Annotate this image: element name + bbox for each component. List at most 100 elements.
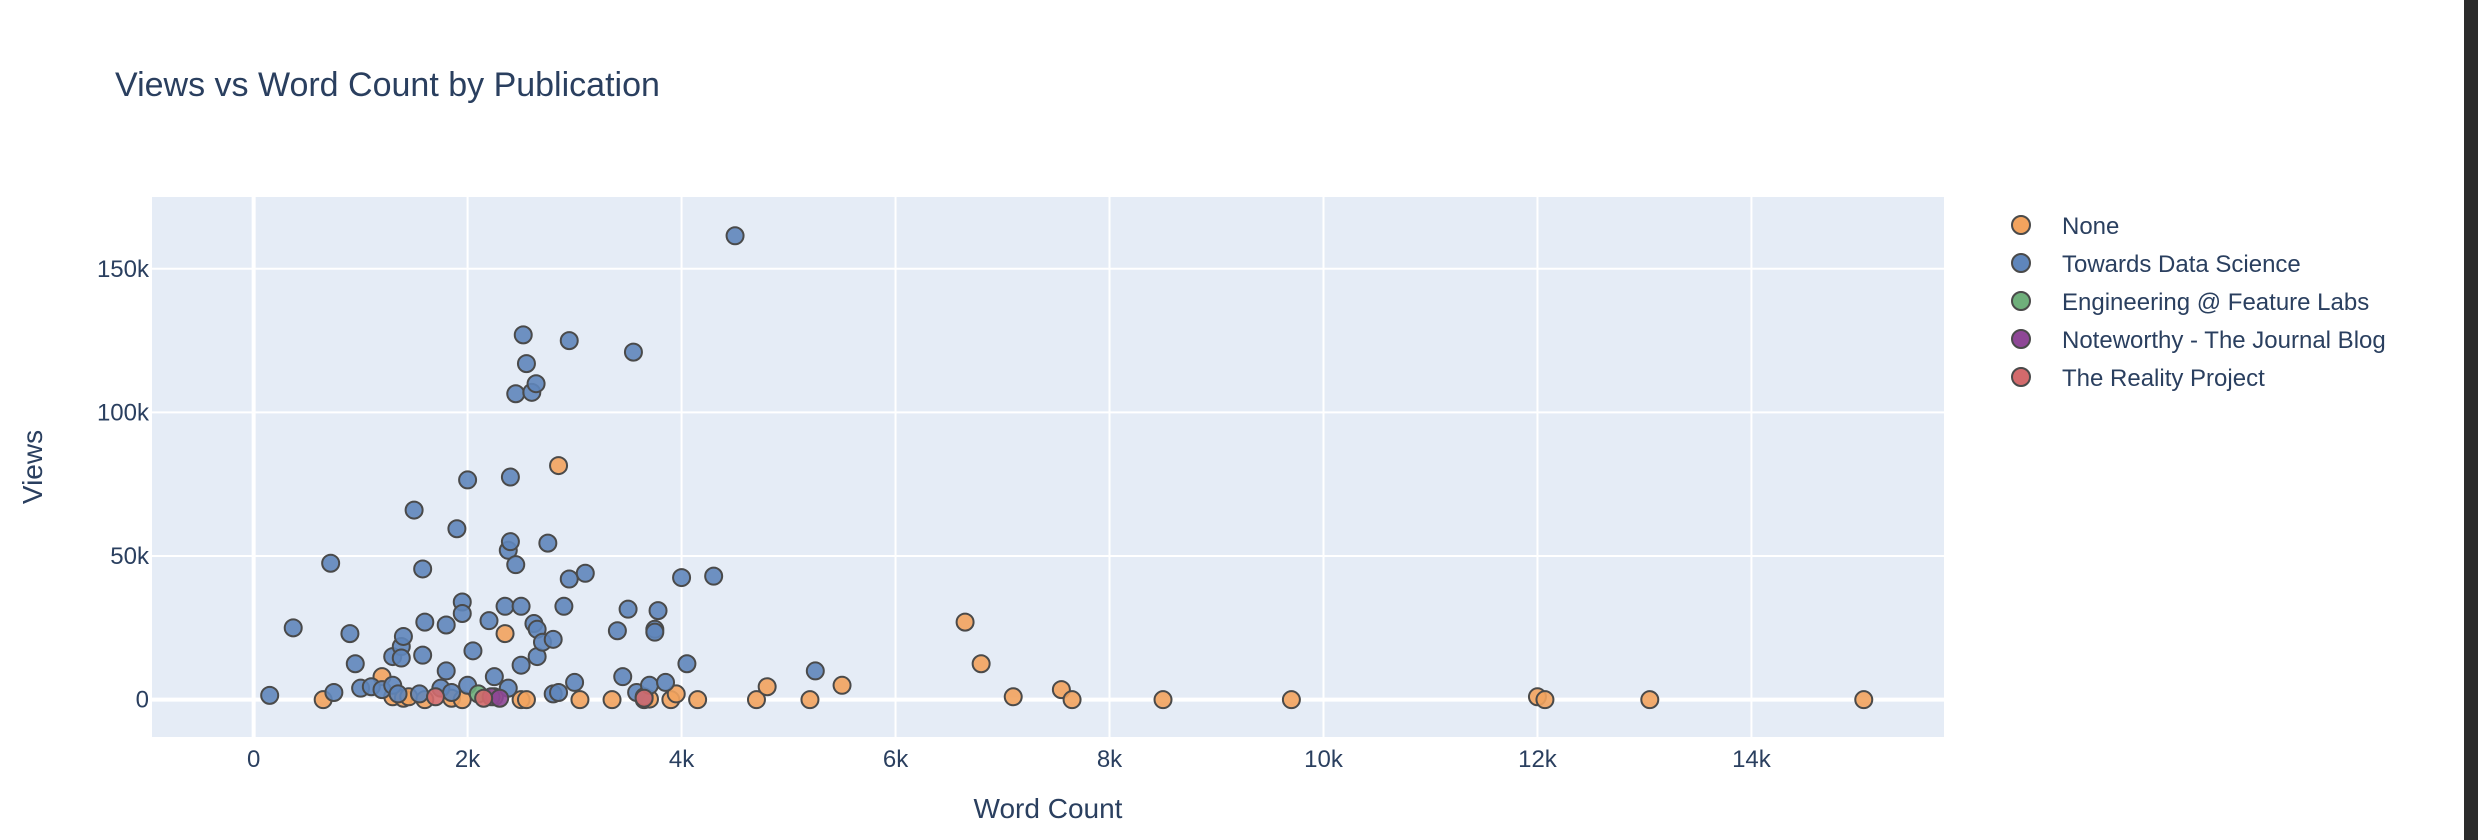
data-point: [388, 684, 408, 704]
data-point: [345, 654, 365, 674]
data-point: [538, 533, 558, 553]
data-point: [645, 622, 665, 642]
data-point: [554, 596, 574, 616]
data-point: [688, 690, 708, 710]
data-point: [971, 654, 991, 674]
data-point: [526, 374, 546, 394]
legend-item[interactable]: Towards Data Science: [2011, 251, 2301, 278]
data-point: [409, 684, 429, 704]
data-point: [340, 624, 360, 644]
data-point: [570, 690, 590, 710]
x-tick-labels: 0 2k 4k 6k 8k 10k 12k 14k: [247, 746, 1772, 773]
legend-item[interactable]: Engineering @ Feature Labs: [2011, 289, 2369, 316]
data-point: [543, 629, 563, 649]
data-point: [442, 682, 462, 702]
window-edge: [2464, 0, 2478, 840]
data-point: [452, 603, 472, 623]
data-point: [757, 677, 777, 697]
data-point: [800, 690, 820, 710]
legend-marker: [2011, 253, 2031, 273]
x-tick-label: 14k: [1732, 746, 1772, 773]
data-point: [484, 667, 504, 687]
y-tick-label: 150k: [97, 256, 150, 283]
data-point: [725, 226, 745, 246]
legend-item[interactable]: The Reality Project: [2011, 365, 2265, 392]
legend-label: The Reality Project: [2062, 365, 2265, 392]
x-tick-label: 8k: [1097, 746, 1123, 773]
chart-title: Views vs Word Count by Publication: [115, 66, 660, 104]
data-point: [426, 687, 446, 707]
y-tick-label: 0: [136, 687, 149, 714]
data-point: [1062, 690, 1082, 710]
data-point: [623, 342, 643, 362]
legend-label: Noteworthy - The Journal Blog: [2062, 327, 2386, 354]
data-point: [677, 654, 697, 674]
legend-marker: [2011, 329, 2031, 349]
legend-label: Engineering @ Feature Labs: [2062, 289, 2369, 316]
data-point: [559, 569, 579, 589]
data-point: [436, 661, 456, 681]
y-axis-label: Views: [17, 430, 48, 504]
legend-label: None: [2062, 213, 2119, 240]
data-point: [672, 568, 692, 588]
legend[interactable]: None Towards Data Science Engineering @ Fe…: [2011, 213, 2386, 392]
legend-item[interactable]: None: [2011, 213, 2119, 240]
data-point: [324, 682, 344, 702]
data-point: [704, 566, 724, 586]
data-point: [393, 626, 413, 646]
data-point: [559, 331, 579, 351]
data-point: [516, 354, 536, 374]
data-point: [613, 667, 633, 687]
legend-label: Towards Data Science: [2062, 251, 2301, 278]
data-point: [495, 624, 515, 644]
series-the-reality-project: [426, 687, 654, 708]
y-tick-labels: 0 50k 100k 150k: [97, 256, 150, 714]
data-point: [391, 648, 411, 668]
x-tick-label: 4k: [669, 746, 695, 773]
data-point: [602, 690, 622, 710]
data-point: [1003, 687, 1023, 707]
legend-item[interactable]: Noteworthy - The Journal Blog: [2011, 327, 2386, 354]
data-point: [1640, 690, 1660, 710]
data-point: [436, 615, 456, 635]
x-tick-label: 12k: [1518, 746, 1558, 773]
data-point: [413, 645, 433, 665]
data-point: [479, 611, 499, 631]
data-point: [413, 559, 433, 579]
data-point: [474, 688, 494, 708]
data-point: [500, 532, 520, 552]
data-point: [260, 685, 280, 705]
data-point: [495, 596, 515, 616]
x-tick-label: 6k: [883, 746, 909, 773]
data-point: [500, 467, 520, 487]
x-axis-label: Word Count: [974, 793, 1123, 824]
plot-area: [152, 197, 1944, 737]
data-point: [1281, 690, 1301, 710]
data-point: [648, 601, 668, 621]
data-point: [506, 555, 526, 575]
data-point: [565, 672, 585, 692]
legend-marker: [2011, 215, 2031, 235]
legend-marker: [2011, 367, 2031, 387]
y-tick-label: 50k: [110, 543, 150, 570]
data-point: [607, 621, 627, 641]
data-point: [805, 661, 825, 681]
data-point: [1153, 690, 1173, 710]
data-point: [516, 690, 536, 710]
data-point: [656, 672, 676, 692]
x-tick-label: 10k: [1304, 746, 1344, 773]
data-point: [463, 641, 483, 661]
data-point: [490, 688, 510, 708]
data-point: [447, 519, 467, 539]
legend-marker: [2011, 291, 2031, 311]
y-tick-label: 100k: [97, 399, 150, 426]
data-point: [666, 684, 686, 704]
data-point: [618, 599, 638, 619]
data-point: [513, 325, 533, 345]
data-point: [321, 553, 341, 573]
grid-lines: [152, 197, 1944, 737]
data-point: [458, 470, 478, 490]
data-point: [955, 612, 975, 632]
data-point: [549, 682, 569, 702]
